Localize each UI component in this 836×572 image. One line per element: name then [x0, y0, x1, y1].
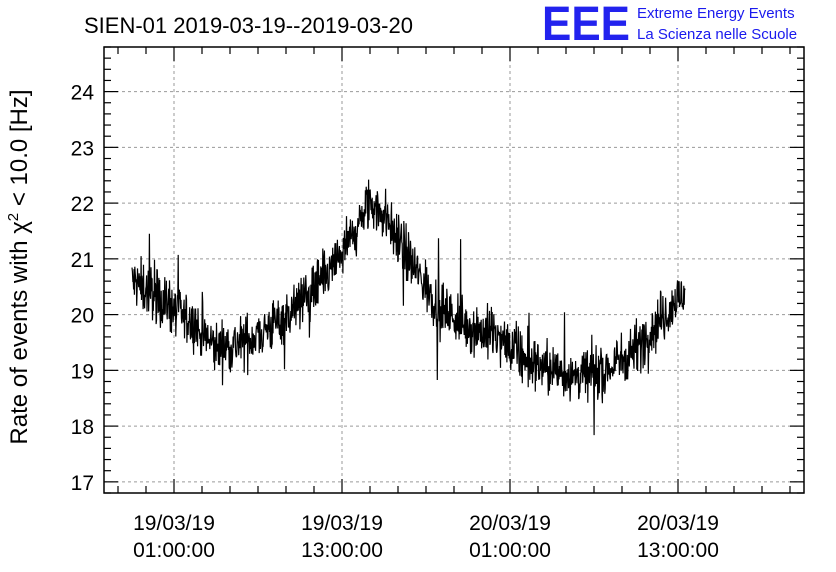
y-label-prefix: Rate of events with [6, 234, 33, 445]
y-label-exponent: 2 [5, 213, 22, 221]
series-layer [131, 179, 686, 436]
x-tick-date: 19/03/19 [133, 512, 215, 535]
y-tick-label: 17 [71, 472, 94, 495]
y-tick-label: 22 [71, 193, 94, 216]
eee-logo: EEE Extreme Energy Events La Scienza nel… [542, 0, 797, 51]
y-tick-label: 24 [71, 82, 95, 105]
grid-layer [104, 47, 804, 493]
x-tick-date: 20/03/19 [637, 512, 719, 535]
x-tick-time: 13:00:00 [301, 539, 383, 562]
x-tick-date: 20/03/19 [469, 512, 551, 535]
rate-series-line [131, 179, 686, 436]
y-label-suffix: < 10.0 [Hz] [6, 89, 33, 212]
x-tick-time: 01:00:00 [133, 539, 215, 562]
y-tick-label: 23 [71, 137, 94, 160]
y-axis-label: Rate of events with χ2 < 10.0 [Hz] [5, 89, 33, 444]
y-label-symbol: χ [6, 221, 33, 234]
logo-mark: EEE [542, 0, 630, 51]
y-tick-label: 18 [71, 416, 94, 439]
y-tick-label: 19 [71, 360, 94, 383]
x-tick-date: 19/03/19 [301, 512, 383, 535]
axes-layer: 17 18 19 20 21 22 23 24 19/03/19 01:00:00 19/03/19… [71, 46, 805, 562]
y-tick-label: 21 [71, 249, 94, 272]
x-tick-time: 01:00:00 [469, 539, 551, 562]
y-tick-label: 20 [71, 305, 94, 328]
logo-line-2: La Scienza nelle Scuole [637, 26, 797, 43]
x-tick-time: 13:00:00 [637, 539, 719, 562]
chart-title: SIEN-01 2019-03-19--2019-03-20 [84, 13, 413, 38]
logo-line-1: Extreme Energy Events [637, 5, 795, 22]
